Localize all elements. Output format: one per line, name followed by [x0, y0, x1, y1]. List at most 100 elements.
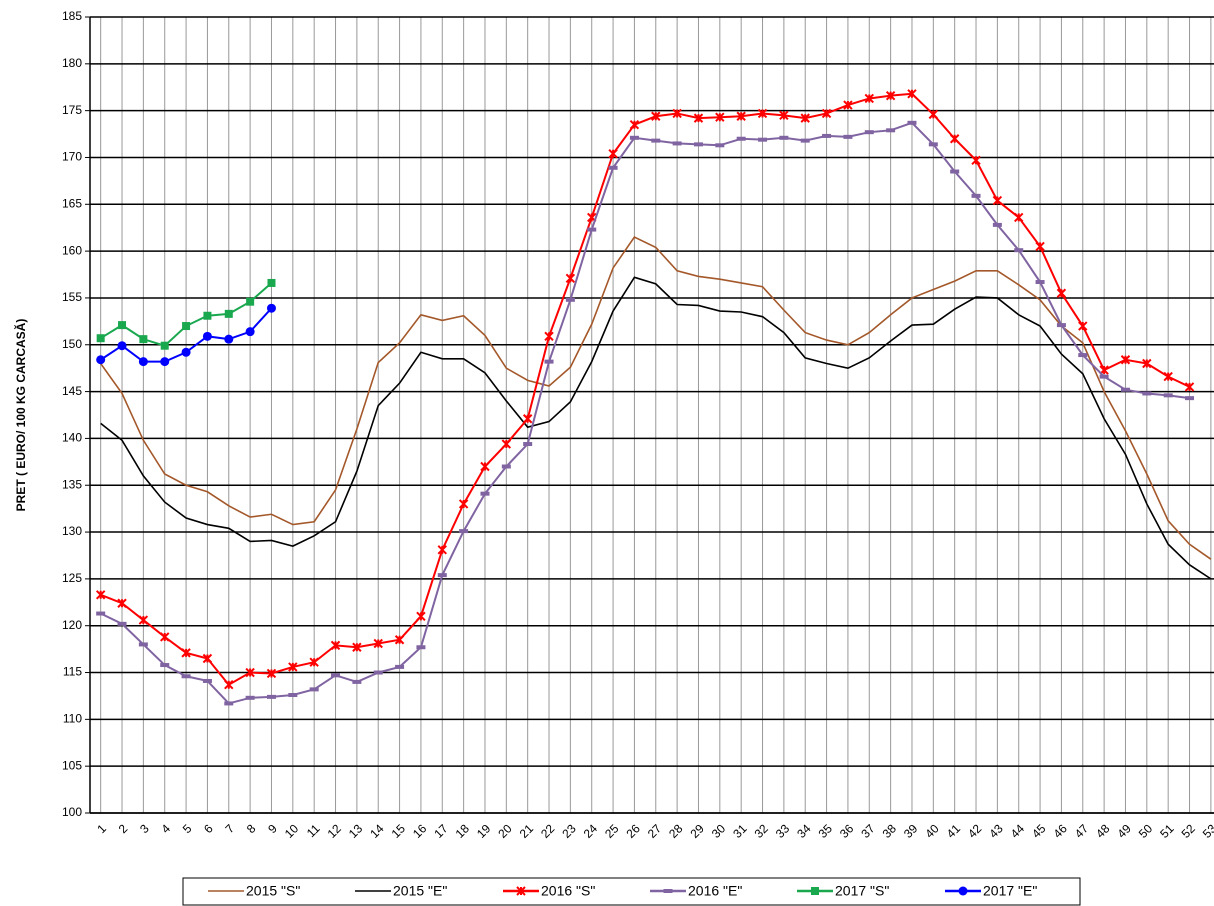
y-tick-label: 165	[62, 196, 82, 210]
point-marker	[330, 640, 341, 651]
x-tick-label: 25	[602, 821, 622, 841]
x-tick-label: 38	[880, 821, 900, 841]
point-marker	[608, 149, 618, 159]
point-marker	[629, 119, 640, 130]
y-tick-label: 155	[62, 290, 82, 304]
point-marker	[224, 701, 234, 706]
x-tick-label: 35	[816, 821, 836, 841]
point-marker	[522, 414, 533, 424]
x-tick-label: 28	[666, 821, 686, 841]
point-marker	[138, 642, 148, 647]
point-marker	[160, 663, 170, 668]
point-marker	[1014, 212, 1024, 223]
point-marker	[117, 598, 127, 608]
point-marker	[779, 135, 789, 140]
point-marker	[971, 155, 981, 165]
point-marker	[331, 673, 341, 678]
point-marker	[202, 678, 212, 683]
x-tick-label: 36	[837, 821, 857, 841]
x-tick-label: 27	[645, 821, 665, 841]
point-marker	[928, 142, 938, 147]
point-marker	[459, 529, 469, 534]
point-marker	[693, 142, 703, 147]
point-marker	[395, 664, 405, 669]
point-marker	[885, 90, 896, 101]
point-marker	[1014, 248, 1024, 253]
x-tick-label: 1	[94, 821, 109, 836]
point-marker	[693, 113, 704, 123]
y-tick-label: 180	[62, 56, 82, 70]
x-tick-label: 4	[158, 821, 173, 836]
point-marker	[1056, 323, 1066, 328]
y-tick-label: 140	[62, 431, 82, 445]
point-marker	[629, 135, 639, 140]
point-marker	[224, 679, 234, 690]
x-tick-label: 33	[773, 821, 793, 841]
y-tick-label: 120	[62, 618, 82, 632]
point-marker	[181, 674, 191, 679]
point-marker	[1078, 353, 1088, 358]
y-tick-label: 135	[62, 477, 82, 491]
legend-marker	[516, 886, 526, 896]
point-marker	[1163, 371, 1173, 382]
point-marker	[608, 165, 618, 170]
x-tick-label: 3	[137, 821, 152, 836]
point-marker	[1056, 288, 1067, 298]
y-tick-label: 170	[62, 150, 82, 164]
legend-box	[182, 877, 1081, 906]
x-tick-label: 47	[1072, 821, 1092, 841]
x-tick-label: 51	[1157, 821, 1177, 841]
point-marker	[1078, 321, 1088, 331]
point-marker	[373, 638, 383, 649]
legend-label: 2015 "E"	[393, 883, 447, 899]
point-marker	[437, 545, 447, 555]
point-marker	[416, 645, 426, 650]
x-tick-label: 32	[752, 821, 772, 841]
point-marker	[138, 615, 149, 625]
y-tick-label: 110	[63, 712, 82, 726]
point-marker	[864, 93, 874, 104]
point-marker	[907, 89, 917, 99]
x-tick-label: 44	[1008, 821, 1028, 841]
y-tick-label: 100	[62, 805, 82, 819]
x-tick-label: 20	[495, 821, 515, 841]
y-tick-label: 185	[62, 9, 82, 23]
point-marker	[864, 130, 874, 135]
legend-marker	[663, 889, 673, 893]
point-marker	[544, 359, 554, 364]
point-marker	[651, 111, 661, 121]
point-marker	[736, 136, 746, 141]
x-tick-label: 15	[389, 821, 409, 841]
point-marker	[501, 439, 512, 449]
x-tick-label: 30	[709, 821, 729, 841]
point-marker	[1142, 358, 1152, 369]
y-tick-label: 160	[62, 243, 82, 257]
x-tick-label: 26	[623, 821, 643, 841]
point-marker	[800, 138, 810, 143]
point-marker	[1120, 355, 1131, 365]
point-marker	[288, 662, 298, 672]
x-tick-label: 14	[367, 821, 387, 841]
point-marker	[224, 334, 234, 344]
point-marker	[822, 133, 832, 138]
point-marker	[181, 347, 191, 357]
x-tick-label: 43	[986, 821, 1006, 841]
point-marker	[352, 642, 362, 652]
legend-label: 2016 "S"	[541, 883, 595, 899]
x-tick-label: 21	[517, 821, 537, 841]
legend-label: 2017 "S"	[835, 883, 889, 899]
point-marker	[96, 355, 106, 365]
point-marker	[1184, 382, 1195, 392]
point-marker	[96, 611, 106, 616]
point-marker	[950, 169, 960, 174]
point-marker	[245, 667, 255, 678]
x-tick-label: 10	[282, 821, 302, 841]
point-marker	[1120, 387, 1130, 392]
point-marker	[458, 499, 469, 509]
x-tick-label: 11	[304, 821, 323, 840]
y-tick-label: 105	[62, 758, 82, 772]
point-marker	[266, 668, 277, 679]
point-marker	[757, 108, 768, 119]
point-marker	[800, 113, 810, 123]
